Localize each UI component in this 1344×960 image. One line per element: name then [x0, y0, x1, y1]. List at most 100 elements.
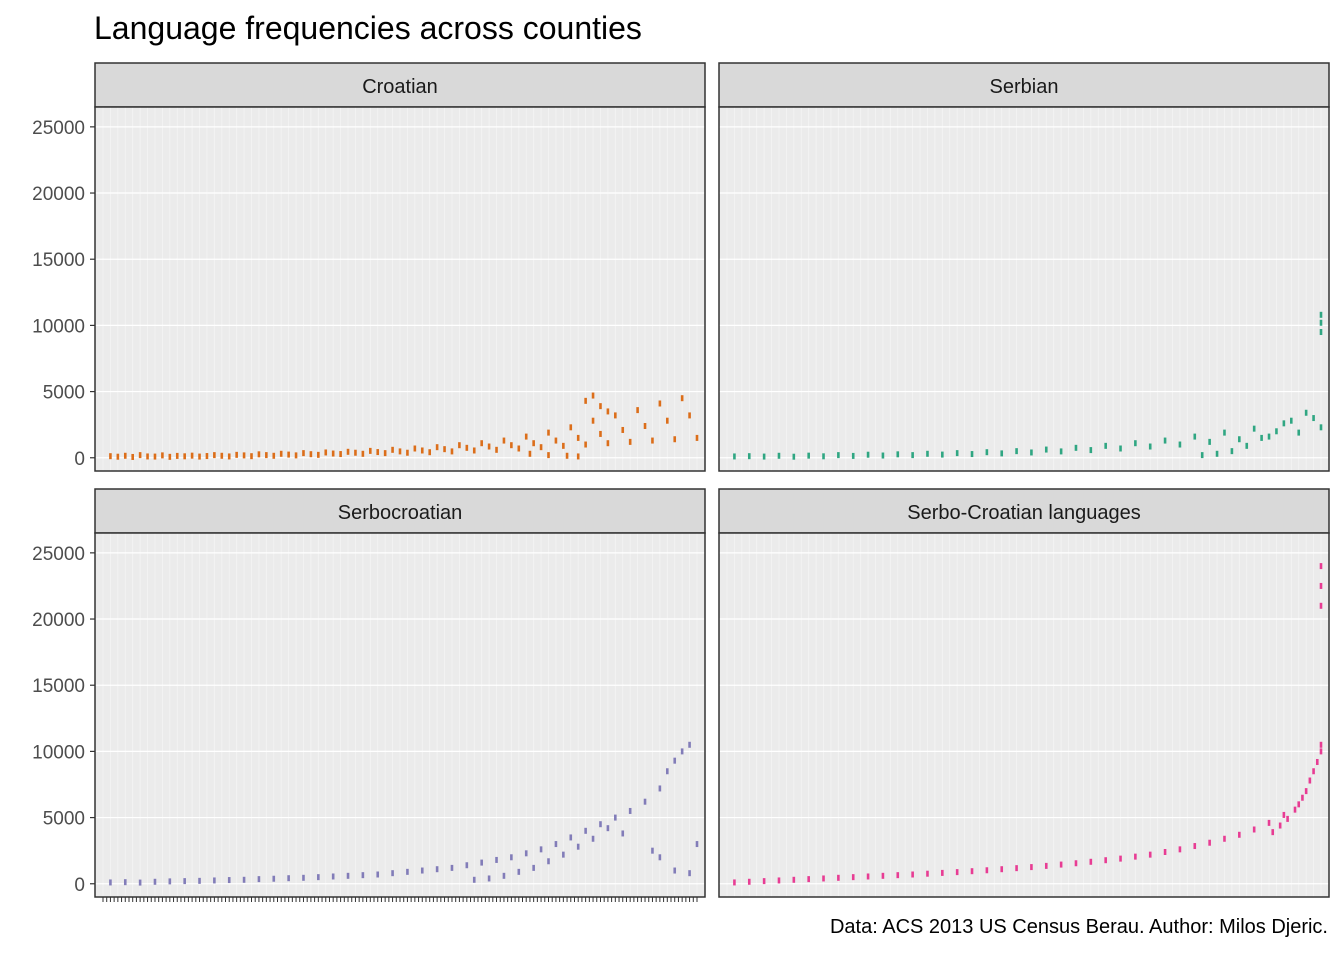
- data-point: [539, 846, 543, 853]
- data-point: [109, 879, 112, 886]
- data-point: [547, 858, 550, 865]
- data-point: [198, 453, 201, 460]
- data-point: [658, 400, 662, 407]
- data-point: [302, 874, 305, 881]
- data-point: [866, 451, 870, 458]
- data-point: [955, 450, 959, 457]
- data-point: [190, 452, 194, 459]
- data-point: [450, 448, 454, 455]
- data-point: [688, 412, 691, 419]
- data-point: [628, 807, 632, 814]
- data-point: [123, 452, 127, 459]
- data-point: [673, 757, 677, 764]
- data-point: [666, 768, 669, 775]
- data-point: [599, 821, 602, 828]
- data-point: [1301, 794, 1304, 801]
- data-point: [339, 451, 342, 458]
- data-point: [658, 854, 662, 861]
- data-point: [1271, 829, 1275, 836]
- data-point: [1119, 855, 1122, 862]
- data-point: [205, 453, 209, 460]
- data-point: [628, 438, 632, 445]
- data-point: [198, 877, 201, 884]
- data-point: [777, 452, 781, 459]
- data-point: [331, 873, 335, 880]
- data-point: [398, 448, 402, 455]
- data-point: [792, 453, 796, 460]
- data-point: [866, 873, 870, 880]
- data-point: [688, 870, 691, 877]
- data-point: [614, 412, 617, 419]
- data-point: [822, 875, 825, 882]
- data-point: [420, 867, 424, 874]
- data-point: [896, 451, 900, 458]
- data-point: [1315, 758, 1319, 765]
- data-point: [168, 878, 172, 885]
- data-point: [955, 869, 959, 876]
- data-point: [554, 437, 558, 444]
- data-point: [443, 446, 446, 453]
- data-point: [517, 445, 521, 452]
- data-point: [881, 872, 885, 879]
- data-point: [1134, 853, 1137, 860]
- data-point: [807, 452, 810, 459]
- data-point: [183, 878, 186, 885]
- data-point: [309, 451, 313, 458]
- data-point: [183, 453, 186, 460]
- data-point: [287, 875, 290, 882]
- panel-border-1: [718, 106, 1330, 472]
- data-point: [1193, 433, 1197, 440]
- data-point: [837, 874, 840, 881]
- facet-strip-0: [94, 62, 706, 108]
- y-tick-label: 0: [74, 449, 85, 470]
- y-tick-label: 0: [74, 875, 85, 896]
- panel-border-0: [94, 106, 706, 472]
- data-point: [599, 403, 602, 410]
- data-point: [807, 876, 810, 883]
- chart-title: Language frequencies across counties: [94, 10, 642, 46]
- data-point: [406, 449, 409, 456]
- facet-label-3: Serbo-Croatian languages: [907, 502, 1141, 524]
- data-point: [1304, 788, 1308, 795]
- data-point: [1163, 848, 1167, 855]
- data-point: [1319, 748, 1323, 755]
- data-point: [227, 453, 231, 460]
- data-point: [406, 868, 409, 875]
- data-point: [1319, 563, 1323, 570]
- data-point: [673, 867, 677, 874]
- data-point: [428, 449, 431, 456]
- data-point: [1252, 425, 1256, 432]
- data-point: [450, 864, 454, 871]
- data-point: [614, 814, 617, 821]
- data-point: [1308, 777, 1312, 784]
- data-point: [1089, 447, 1093, 454]
- data-point: [762, 878, 766, 885]
- data-point: [472, 447, 476, 454]
- data-point: [1089, 858, 1093, 865]
- data-point: [175, 452, 179, 459]
- data-point: [265, 452, 268, 459]
- data-point: [1319, 741, 1323, 748]
- data-point: [1297, 429, 1301, 436]
- data-point: [528, 450, 532, 457]
- data-point: [822, 453, 825, 460]
- data-point: [1290, 417, 1293, 424]
- data-point: [413, 445, 417, 452]
- data-point: [1148, 851, 1152, 858]
- y-tick-label: 5000: [43, 809, 85, 830]
- data-point: [762, 453, 766, 460]
- data-point: [666, 417, 669, 424]
- data-point: [1193, 843, 1197, 850]
- data-point: [435, 444, 439, 451]
- data-point: [376, 449, 380, 456]
- data-point: [1319, 329, 1323, 336]
- data-point: [1245, 442, 1249, 449]
- data-point: [539, 444, 543, 451]
- data-point: [1104, 857, 1107, 864]
- data-point: [547, 429, 550, 436]
- data-point: [361, 450, 365, 457]
- data-point: [673, 436, 677, 443]
- data-point: [250, 453, 253, 460]
- data-point: [1282, 420, 1286, 427]
